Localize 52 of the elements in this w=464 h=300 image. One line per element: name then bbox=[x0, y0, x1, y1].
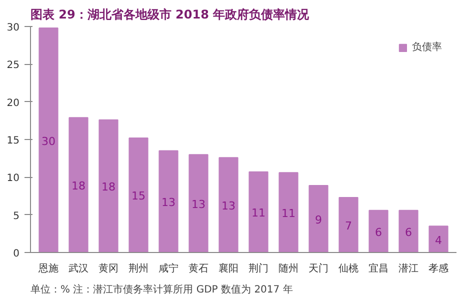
x-tick-label: 宜昌 bbox=[368, 262, 388, 274]
bar bbox=[38, 28, 58, 252]
data-label: 30 bbox=[42, 134, 56, 148]
bar bbox=[68, 117, 88, 252]
y-tick-label: 0 bbox=[13, 248, 20, 260]
x-tick-label: 孝感 bbox=[428, 262, 448, 274]
x-tick-label: 武汉 bbox=[68, 262, 88, 274]
data-label: 11 bbox=[282, 207, 296, 220]
bar bbox=[428, 226, 448, 252]
y-tick-label: 25 bbox=[6, 60, 20, 72]
x-tick-label: 荆门 bbox=[248, 262, 268, 274]
bar bbox=[158, 150, 178, 252]
x-tick-label: 恩施 bbox=[38, 262, 58, 274]
bar bbox=[338, 197, 358, 252]
bar bbox=[308, 184, 328, 252]
data-label: 6 bbox=[375, 226, 382, 239]
legend-label: 负债率 bbox=[412, 40, 442, 54]
x-tick-label: 黄石 bbox=[188, 262, 208, 274]
x-tick-label: 随州 bbox=[278, 262, 298, 274]
y-tick-label: 5 bbox=[13, 210, 20, 222]
data-label: 9 bbox=[315, 213, 322, 226]
bar bbox=[278, 172, 298, 252]
bar bbox=[218, 157, 238, 252]
bar bbox=[188, 154, 208, 252]
data-label: 6 bbox=[405, 226, 412, 239]
x-tick-label: 潜江 bbox=[398, 262, 418, 274]
text: 单位：% 注：潜江市债务率计算所用 GDP 数值为 2017 年 bbox=[30, 284, 293, 296]
bar bbox=[248, 171, 268, 252]
y-tick-label: 30 bbox=[6, 22, 20, 34]
data-label: 15 bbox=[132, 190, 146, 203]
data-label: 18 bbox=[72, 180, 86, 193]
data-label: 7 bbox=[345, 220, 352, 233]
y-tick-label: 10 bbox=[6, 173, 20, 184]
bar bbox=[368, 210, 388, 252]
bar bbox=[398, 210, 418, 252]
x-tick-label: 襄阳 bbox=[218, 262, 238, 274]
x-tick-label: 天门 bbox=[308, 262, 328, 274]
data-label: 18 bbox=[102, 180, 116, 194]
data-label: 13 bbox=[192, 198, 206, 212]
y-tick-label: 20 bbox=[6, 98, 20, 109]
data-label: 13 bbox=[162, 196, 176, 210]
x-tick-label: 仙桃 bbox=[338, 262, 358, 274]
y-tick-label: 15 bbox=[6, 136, 20, 146]
x-tick-label: 咸宁 bbox=[158, 262, 178, 274]
x-tick-label: 黄冈 bbox=[98, 262, 118, 274]
bar bbox=[98, 119, 118, 252]
bar bbox=[128, 137, 148, 252]
x-tick-label: 荆州 bbox=[128, 262, 148, 274]
chart-title: 图表 29：湖北省各地级市 2018 年政府负债率情况 bbox=[30, 8, 310, 22]
data-label: 4 bbox=[435, 234, 442, 247]
data-label: 13 bbox=[222, 200, 236, 213]
data-label: 11 bbox=[252, 206, 266, 220]
